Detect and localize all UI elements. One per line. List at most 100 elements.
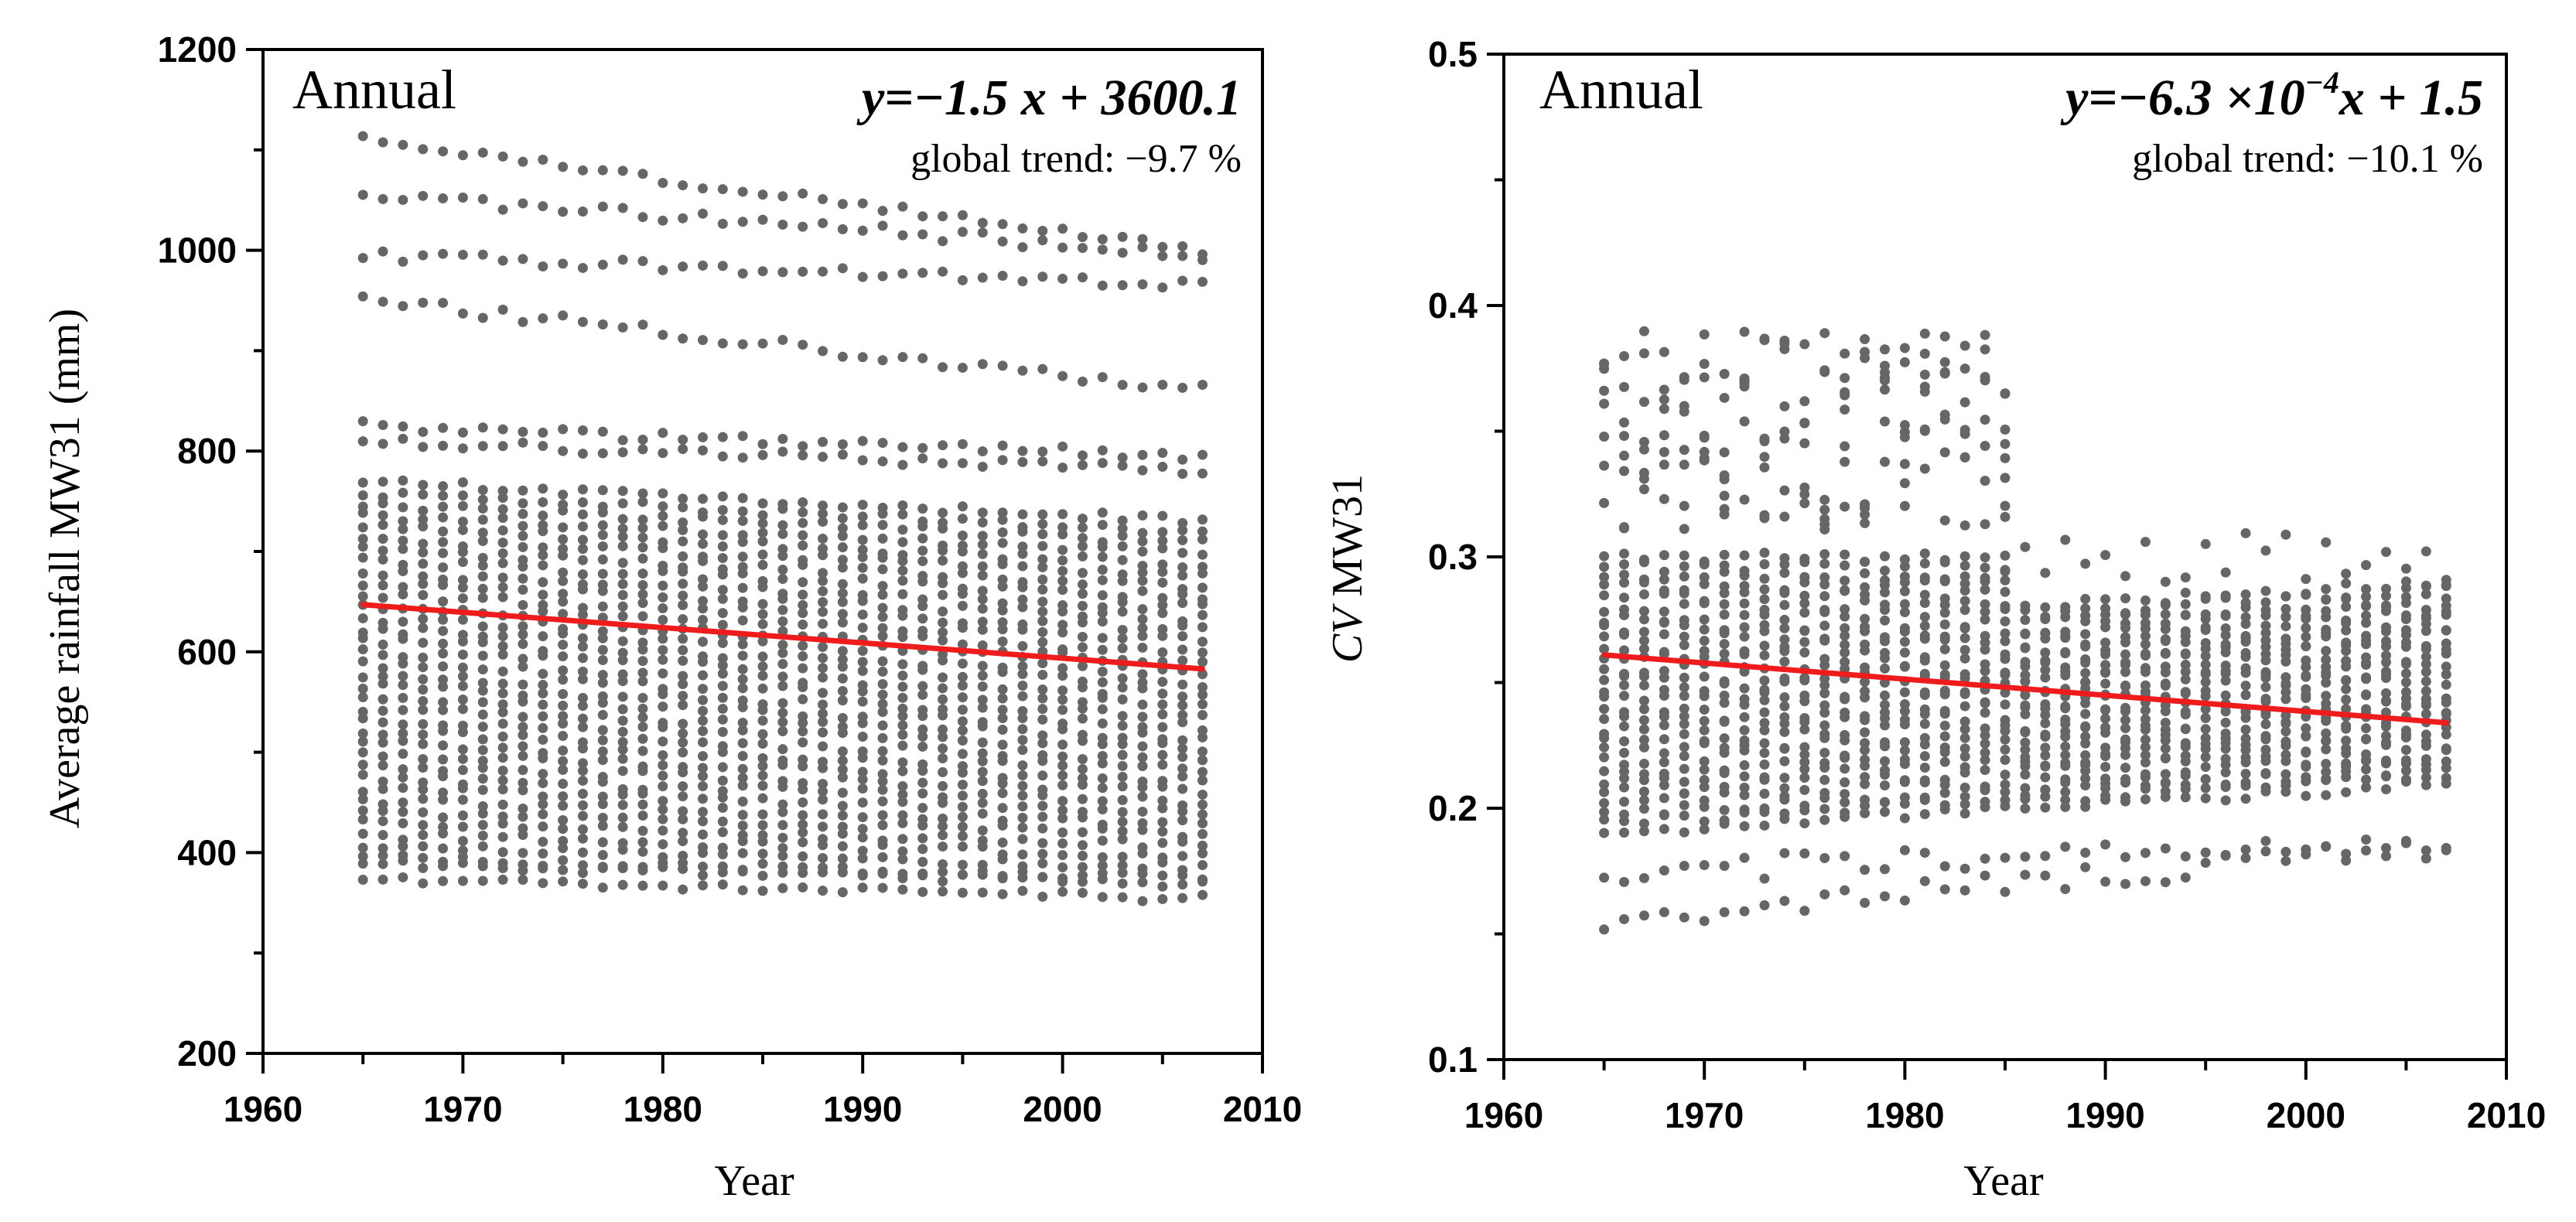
data-point (378, 520, 388, 531)
data-point (857, 696, 868, 707)
data-point (1739, 631, 1750, 642)
data-point (1599, 828, 1610, 838)
data-point (1157, 623, 1168, 634)
data-point (897, 873, 908, 884)
data-point (1638, 769, 1649, 780)
data-point (917, 545, 928, 556)
data-point (697, 574, 708, 585)
data-point (1117, 541, 1128, 551)
data-point (1659, 748, 1669, 759)
data-point (917, 689, 928, 700)
data-point (837, 609, 848, 620)
data-point (597, 626, 608, 637)
data-point (1799, 498, 1810, 509)
data-point (1017, 669, 1028, 680)
data-point (538, 313, 548, 324)
data-point (2421, 754, 2431, 765)
data-point (477, 861, 488, 872)
data-point (678, 261, 688, 272)
data-point (1037, 584, 1048, 595)
data-point (2220, 639, 2231, 650)
data-point (1017, 602, 1028, 613)
data-point (577, 666, 588, 677)
data-point (617, 744, 628, 755)
data-point (717, 608, 728, 619)
data-point (477, 763, 488, 773)
data-point (837, 513, 848, 524)
data-point (837, 800, 848, 811)
data-point (2400, 838, 2411, 848)
data-point (818, 534, 828, 544)
data-point (1899, 647, 1910, 658)
data-point (678, 791, 688, 802)
data-point (1117, 852, 1128, 862)
data-point (637, 667, 648, 678)
data-point (777, 574, 788, 585)
data-point (617, 821, 628, 832)
data-point (538, 791, 548, 802)
data-point (1959, 633, 1970, 643)
data-point (577, 579, 588, 590)
data-point (2000, 616, 2011, 626)
data-point (558, 865, 569, 876)
data-point (1699, 671, 1710, 682)
data-point (1619, 351, 1630, 362)
data-point (837, 764, 848, 775)
data-point (997, 750, 1008, 761)
data-point (2240, 852, 2251, 863)
data-point (518, 629, 528, 640)
data-point (658, 178, 668, 189)
data-point (697, 445, 708, 456)
data-point (1077, 232, 1088, 243)
data-point (777, 334, 788, 345)
data-point (1860, 865, 1871, 876)
data-point (1759, 558, 1770, 569)
data-point (1959, 520, 1970, 531)
data-point (938, 753, 948, 764)
data-point (897, 781, 908, 792)
data-point (877, 776, 888, 787)
data-point (697, 208, 708, 219)
data-point (1799, 712, 1810, 723)
data-point (1137, 527, 1148, 538)
data-point (1919, 848, 1930, 858)
data-point (1779, 433, 1790, 444)
data-point (2100, 678, 2111, 689)
panel-label: Annual (1539, 59, 1703, 121)
data-point (518, 254, 528, 265)
data-point (378, 193, 388, 204)
data-point (2000, 715, 2011, 725)
data-point (438, 697, 449, 708)
data-point (1177, 535, 1188, 546)
data-point (1719, 733, 1730, 744)
data-point (977, 788, 988, 799)
data-point (1638, 397, 1649, 408)
data-point (2100, 761, 2111, 772)
data-point (577, 758, 588, 769)
data-point (357, 291, 368, 302)
data-point (1719, 609, 1730, 620)
data-point (857, 882, 868, 893)
data-point (477, 808, 488, 819)
data-point (917, 856, 928, 867)
data-point (798, 810, 808, 821)
data-point (1037, 529, 1048, 540)
data-point (518, 765, 528, 776)
data-point (997, 360, 1008, 371)
data-point (2060, 726, 2071, 737)
data-point (597, 501, 608, 512)
data-point (438, 512, 449, 523)
data-point (1959, 743, 1970, 754)
data-point (2341, 736, 2352, 746)
data-point (1157, 722, 1168, 732)
data-point (497, 863, 508, 874)
data-point (2380, 842, 2391, 853)
data-point (1879, 551, 1890, 562)
data-point (957, 801, 968, 812)
data-point (577, 824, 588, 835)
data-point (857, 845, 868, 856)
data-point (637, 811, 648, 821)
data-point (497, 424, 508, 435)
data-point (617, 766, 628, 777)
data-point (1077, 551, 1088, 562)
